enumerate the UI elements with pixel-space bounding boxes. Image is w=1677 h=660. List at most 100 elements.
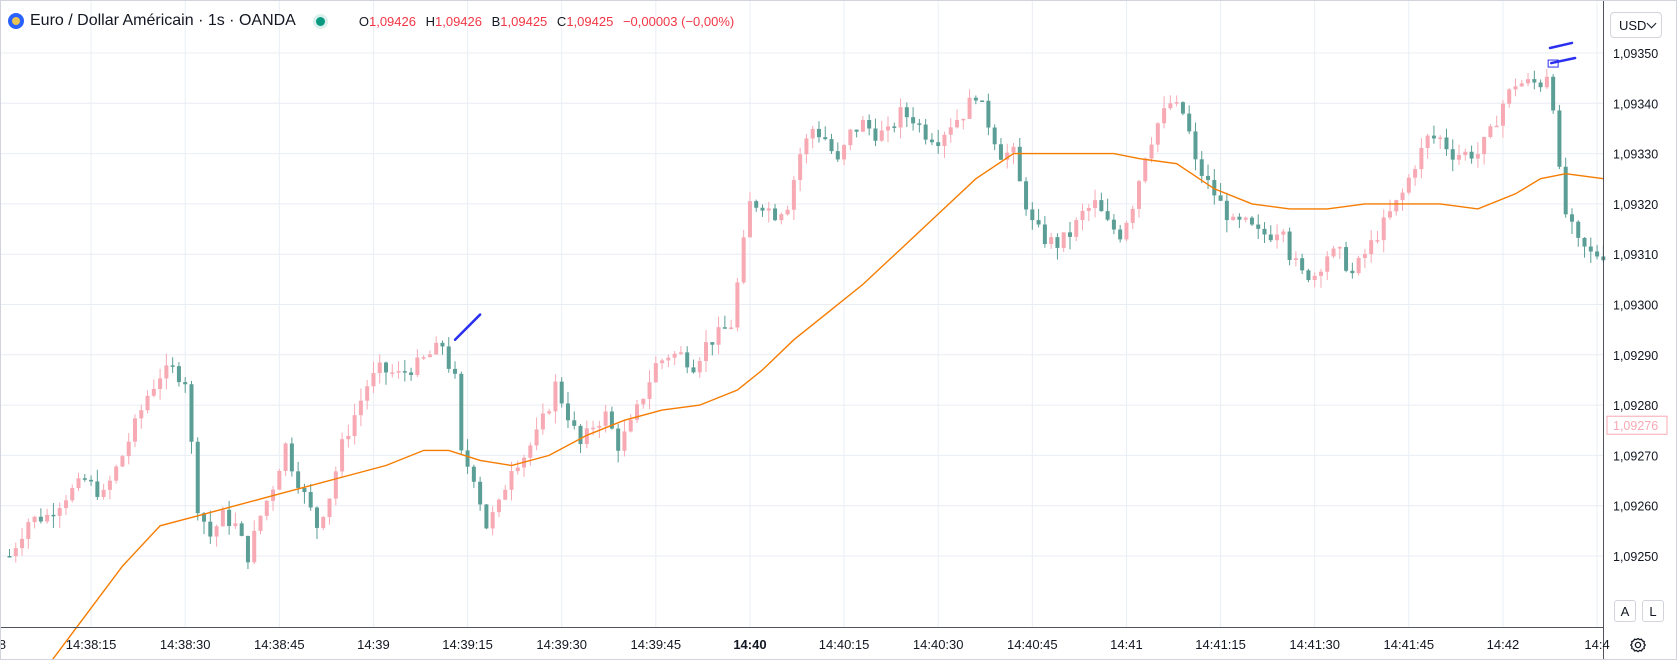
candle-body[interactable] xyxy=(1318,271,1323,276)
candle-body[interactable] xyxy=(553,381,558,412)
candle-body[interactable] xyxy=(917,123,922,125)
candle-body[interactable] xyxy=(672,353,677,358)
candle-body[interactable] xyxy=(1017,146,1022,182)
candle-body[interactable] xyxy=(854,129,859,132)
candle-body[interactable] xyxy=(1513,86,1518,90)
candle-body[interactable] xyxy=(528,445,533,458)
candle-body[interactable] xyxy=(346,435,351,440)
candle-body[interactable] xyxy=(603,411,608,426)
candle-body[interactable] xyxy=(434,342,439,355)
candle-body[interactable] xyxy=(923,124,928,140)
candle-body[interactable] xyxy=(515,467,520,472)
candle-body[interactable] xyxy=(13,548,18,557)
candle-body[interactable] xyxy=(1551,76,1556,111)
candle-body[interactable] xyxy=(1118,229,1123,240)
candle-body[interactable] xyxy=(478,481,483,505)
candle-body[interactable] xyxy=(967,97,972,119)
candle-body[interactable] xyxy=(1130,208,1135,223)
candle-body[interactable] xyxy=(1595,251,1600,257)
candle-body[interactable] xyxy=(948,127,953,135)
candle-body[interactable] xyxy=(1563,166,1568,215)
candle-body[interactable] xyxy=(898,107,903,128)
candle-body[interactable] xyxy=(239,523,244,536)
candle-body[interactable] xyxy=(1331,248,1336,257)
candle-body[interactable] xyxy=(220,509,225,527)
candle-body[interactable] xyxy=(277,470,282,490)
candle-body[interactable] xyxy=(120,456,125,467)
candle-body[interactable] xyxy=(1249,217,1254,225)
candle-body[interactable] xyxy=(95,481,100,497)
candle-body[interactable] xyxy=(45,514,50,522)
candle-body[interactable] xyxy=(101,489,106,497)
candle-body[interactable] xyxy=(798,154,803,181)
candle-body[interactable] xyxy=(823,137,828,140)
candle-body[interactable] xyxy=(1344,247,1349,271)
trend-line-drawing[interactable] xyxy=(1548,41,1574,50)
candle-body[interactable] xyxy=(484,504,489,529)
candle-body[interactable] xyxy=(1005,152,1010,160)
candle-body[interactable] xyxy=(446,346,451,369)
candle-body[interactable] xyxy=(1569,214,1574,222)
candle-body[interactable] xyxy=(1576,221,1581,238)
market-status-dot-icon[interactable] xyxy=(315,16,325,26)
candle-body[interactable] xyxy=(565,403,570,421)
candle-body[interactable] xyxy=(1457,155,1462,160)
candle-body[interactable] xyxy=(1306,270,1311,280)
candle-body[interactable] xyxy=(660,360,665,364)
candle-body[interactable] xyxy=(1588,246,1593,252)
candle-body[interactable] xyxy=(616,428,621,451)
candle-body[interactable] xyxy=(427,354,432,358)
candle-body[interactable] xyxy=(735,282,740,328)
drawing-marker[interactable] xyxy=(1547,59,1559,68)
candle-body[interactable] xyxy=(1262,228,1267,235)
candle-body[interactable] xyxy=(107,480,112,490)
candle-body[interactable] xyxy=(421,357,426,359)
candle-body[interactable] xyxy=(453,368,458,374)
candle-body[interactable] xyxy=(973,97,978,101)
candle-body[interactable] xyxy=(1149,144,1154,159)
candle-body[interactable] xyxy=(685,352,690,368)
candle-body[interactable] xyxy=(547,411,552,414)
candle-body[interactable] xyxy=(1155,123,1160,145)
candle-body[interactable] xyxy=(867,120,872,129)
candle-body[interactable] xyxy=(1475,154,1480,159)
candle-body[interactable] xyxy=(1180,102,1185,114)
candle-body[interactable] xyxy=(540,413,545,430)
candle-body[interactable] xyxy=(1312,275,1317,280)
candle-body[interactable] xyxy=(635,404,639,420)
candle-body[interactable] xyxy=(1137,181,1141,209)
candle-body[interactable] xyxy=(955,119,960,128)
candle-body[interactable] xyxy=(1011,146,1016,153)
candle-body[interactable] xyxy=(283,443,288,471)
candle-body[interactable] xyxy=(490,512,495,529)
candle-body[interactable] xyxy=(929,139,934,143)
candle-body[interactable] xyxy=(747,201,752,238)
candle-body[interactable] xyxy=(829,139,834,152)
candle-body[interactable] xyxy=(1124,222,1129,240)
candle-body[interactable] xyxy=(503,489,508,500)
candle-body[interactable] xyxy=(89,479,94,482)
candle-body[interactable] xyxy=(779,214,784,221)
candle-body[interactable] xyxy=(302,487,307,493)
candle-body[interactable] xyxy=(591,427,596,430)
candle-body[interactable] xyxy=(1394,200,1399,212)
candle-body[interactable] xyxy=(1275,234,1280,241)
candle-body[interactable] xyxy=(1381,217,1386,241)
candle-body[interactable] xyxy=(38,516,43,522)
candle-body[interactable] xyxy=(365,386,370,401)
candle-body[interactable] xyxy=(697,361,702,373)
log-scale-button[interactable]: L xyxy=(1642,600,1664,622)
candle-body[interactable] xyxy=(904,107,909,118)
candle-body[interactable] xyxy=(1237,216,1242,220)
candle-body[interactable] xyxy=(741,237,746,283)
candle-body[interactable] xyxy=(1469,151,1474,159)
candle-body[interactable] xyxy=(678,352,683,354)
candle-body[interactable] xyxy=(1162,108,1167,124)
candle-body[interactable] xyxy=(622,431,627,451)
candle-body[interactable] xyxy=(1356,257,1361,274)
candle-body[interactable] xyxy=(1450,149,1455,160)
candle-body[interactable] xyxy=(151,388,156,396)
candle-body[interactable] xyxy=(202,513,207,522)
candle-body[interactable] xyxy=(1544,76,1549,88)
